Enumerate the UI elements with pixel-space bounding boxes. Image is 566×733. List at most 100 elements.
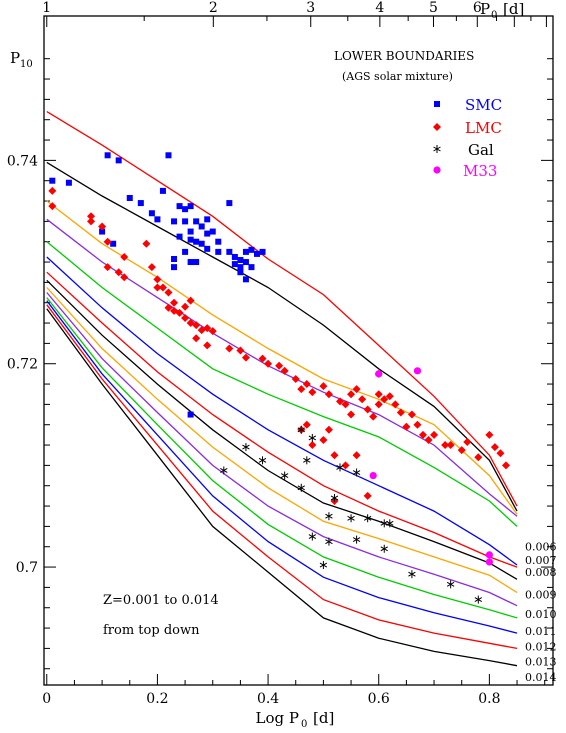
smc-point bbox=[242, 248, 249, 255]
gal-point bbox=[347, 514, 355, 523]
top-tick-label: 2 bbox=[209, 0, 218, 16]
smc-point bbox=[204, 216, 211, 223]
smc-point bbox=[182, 248, 189, 255]
smc-point bbox=[110, 240, 117, 247]
z-label: 0.014 bbox=[525, 671, 557, 684]
lmc-point bbox=[463, 438, 472, 447]
lmc-point bbox=[385, 392, 394, 401]
lmc-point bbox=[474, 453, 483, 462]
boundary-curve-11 bbox=[46, 297, 518, 619]
y-axis-title-sub: 10 bbox=[20, 59, 33, 70]
smc-point bbox=[104, 152, 111, 159]
gal-point bbox=[352, 468, 361, 477]
smc-point bbox=[226, 200, 233, 207]
gal-point bbox=[474, 595, 483, 604]
smc-point bbox=[187, 259, 194, 266]
smc-point bbox=[254, 250, 261, 257]
smc-point bbox=[237, 264, 244, 271]
lmc-point bbox=[181, 313, 190, 322]
boundary-curve-13 bbox=[46, 304, 518, 650]
lmc-point bbox=[98, 222, 107, 231]
z-label: 0.011 bbox=[525, 625, 557, 638]
lmc-point bbox=[330, 451, 339, 460]
lmc-point bbox=[501, 461, 510, 470]
lmc-point bbox=[186, 296, 195, 305]
x-tick-label: 0.2 bbox=[146, 691, 168, 707]
smc-point bbox=[231, 253, 238, 260]
lmc-point bbox=[407, 410, 416, 419]
lmc-point bbox=[363, 491, 372, 500]
lmc-point bbox=[241, 353, 250, 362]
smc-point bbox=[182, 218, 189, 225]
smc-point bbox=[159, 187, 166, 194]
boundary-curve-6 bbox=[46, 256, 518, 566]
lmc-point bbox=[319, 435, 328, 444]
lmc-point bbox=[347, 410, 356, 419]
lmc-point bbox=[120, 273, 129, 282]
smc-point bbox=[193, 259, 200, 266]
lmc-point bbox=[302, 420, 311, 429]
lmc-point bbox=[358, 395, 367, 404]
smc-point bbox=[237, 269, 244, 276]
smc-point bbox=[187, 411, 194, 418]
boundary-curve-5 bbox=[46, 241, 518, 527]
lmc-point bbox=[192, 334, 201, 343]
lmc-point bbox=[291, 374, 300, 383]
z-label: 0.006 bbox=[525, 541, 557, 554]
legend-subtitle: (AGS solar mixture) bbox=[342, 70, 453, 83]
lmc-point bbox=[396, 408, 405, 417]
smc-point bbox=[193, 218, 200, 225]
lmc-point bbox=[236, 346, 245, 355]
smc-point bbox=[115, 157, 122, 164]
z-label: 0.012 bbox=[525, 640, 557, 653]
legend-label-m33: M33 bbox=[463, 162, 497, 180]
boundary-curve-14 bbox=[46, 308, 518, 667]
lmc-point bbox=[485, 430, 494, 439]
m33-point bbox=[369, 471, 377, 480]
legend-title: LOWER BOUNDARIES bbox=[334, 49, 474, 63]
smc-point bbox=[259, 248, 266, 255]
smc-point bbox=[171, 218, 178, 225]
y-tick-label: 0.7 bbox=[16, 560, 38, 576]
lmc-point bbox=[341, 461, 350, 470]
smc-point bbox=[209, 228, 216, 235]
lmc-point bbox=[446, 441, 455, 450]
smc-point bbox=[187, 228, 194, 235]
lmc-point bbox=[192, 321, 201, 330]
legend-label-smc: SMC bbox=[465, 96, 502, 114]
lmc-point bbox=[496, 449, 505, 458]
boundary-curve-8 bbox=[46, 279, 518, 580]
smc-point bbox=[215, 238, 222, 245]
gal-point bbox=[408, 570, 416, 579]
smc-point bbox=[176, 233, 183, 240]
legend-marker-smc bbox=[434, 101, 440, 107]
gal-point bbox=[325, 512, 333, 521]
gal-point bbox=[280, 471, 289, 480]
lmc-point bbox=[457, 446, 466, 455]
smc-point bbox=[248, 246, 255, 253]
lmc-point bbox=[114, 268, 123, 277]
smc-point bbox=[204, 230, 211, 237]
smc-point bbox=[231, 261, 238, 268]
smc-point bbox=[148, 210, 155, 217]
lmc-point bbox=[430, 430, 439, 439]
lmc-point bbox=[490, 443, 499, 452]
z-label: 0.013 bbox=[525, 656, 557, 669]
lmc-point bbox=[308, 441, 317, 450]
lmc-point bbox=[352, 451, 361, 460]
top-tick-label: 1 bbox=[42, 0, 51, 16]
smc-point bbox=[65, 179, 72, 186]
top-axis-title: P bbox=[480, 0, 490, 18]
lmc-point bbox=[258, 354, 267, 363]
gal-point bbox=[363, 514, 372, 523]
smc-point bbox=[198, 240, 205, 247]
smc-point bbox=[171, 255, 178, 262]
boundary-curve-9 bbox=[46, 287, 518, 594]
lmc-point bbox=[391, 400, 400, 409]
lmc-point bbox=[324, 390, 333, 399]
m33-point bbox=[485, 551, 493, 559]
lmc-point bbox=[418, 430, 427, 439]
gal-point bbox=[308, 433, 317, 442]
lmc-point bbox=[153, 275, 162, 284]
lmc-point bbox=[48, 186, 57, 195]
